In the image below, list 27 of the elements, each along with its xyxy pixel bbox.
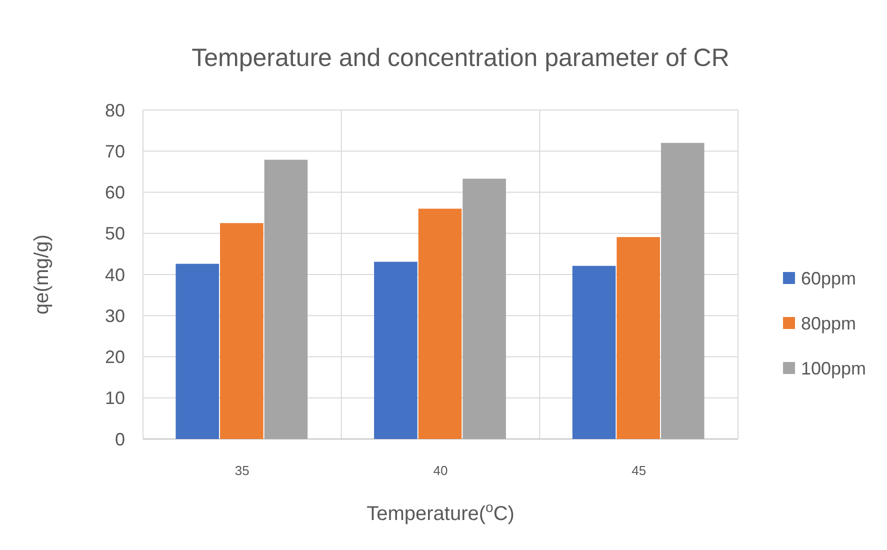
bar (374, 262, 418, 439)
x-tick-label: 40 (433, 463, 448, 478)
y-axis-title: qe(mg/g) (31, 234, 53, 315)
legend-label: 100ppm (801, 358, 866, 378)
bar (176, 264, 220, 439)
x-tick-label: 35 (234, 463, 250, 478)
y-tick-label: 40 (104, 264, 125, 285)
y-tick-label: 80 (104, 100, 125, 120)
y-tick-label: 10 (104, 388, 125, 408)
y-tick-label: 70 (104, 141, 125, 162)
x-tick-label: 45 (632, 463, 646, 478)
y-tick-label: 30 (104, 306, 125, 326)
y-tick-label: 50 (104, 224, 125, 244)
y-tick-label: 0 (114, 429, 125, 450)
bar (462, 178, 506, 439)
y-tick-label: 20 (104, 347, 125, 368)
chart-title: Temperature and concentration parameter of CR (192, 44, 730, 72)
x-axis-title: Temperature($^{o}$C) (366, 499, 514, 525)
bar (220, 223, 264, 439)
y-tick-label: 60 (104, 182, 125, 203)
bar (572, 266, 616, 439)
bar (660, 142, 704, 439)
legend-label: 80ppm (801, 313, 856, 334)
bar (418, 208, 462, 439)
legend-label: 60ppm (801, 268, 856, 288)
bar (616, 237, 660, 439)
bar (264, 160, 308, 439)
